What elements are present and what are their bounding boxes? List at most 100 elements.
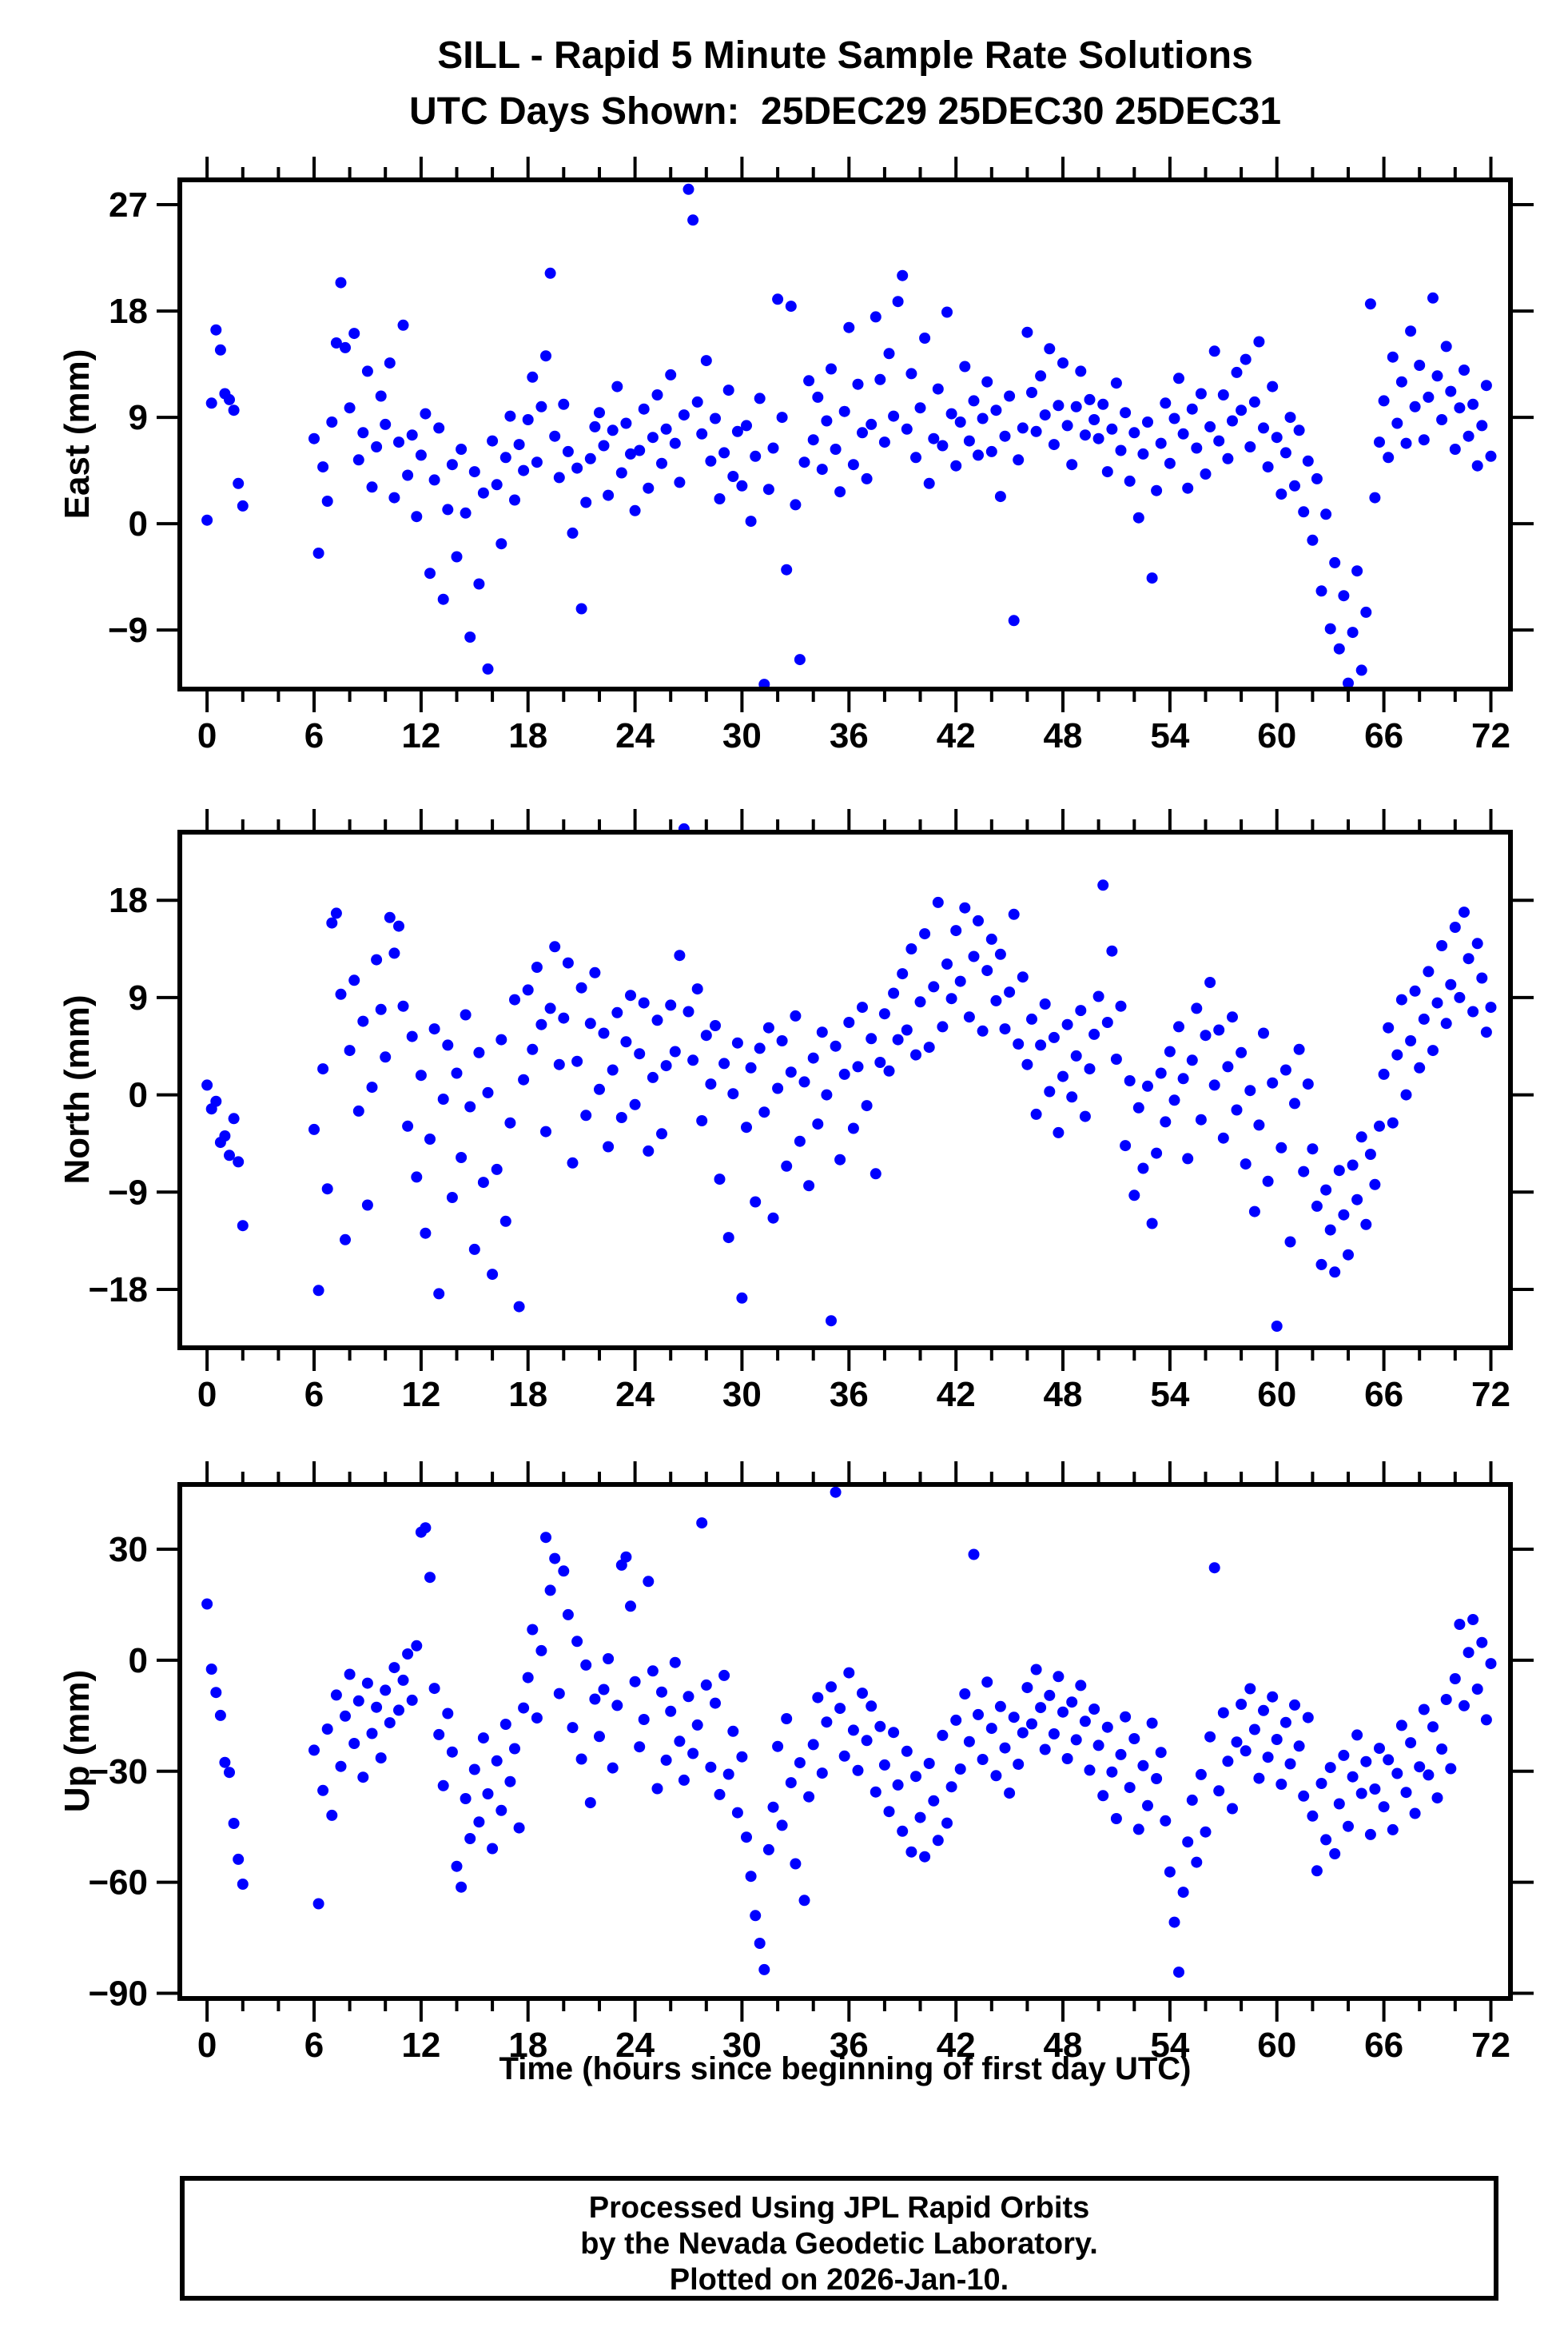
data-point: [1262, 461, 1274, 473]
data-point: [482, 663, 494, 675]
data-point: [201, 1079, 213, 1091]
data-point: [205, 1664, 217, 1675]
data-point: [959, 361, 971, 373]
data-point: [696, 428, 708, 440]
data-point: [669, 437, 681, 449]
data-point: [205, 397, 217, 409]
data-point: [1293, 1043, 1305, 1055]
data-point: [1168, 1094, 1180, 1106]
data-point: [1378, 395, 1390, 407]
data-point: [348, 974, 360, 986]
data-point: [1039, 998, 1051, 1010]
data-point: [878, 1759, 890, 1771]
data-point: [994, 1700, 1006, 1712]
data-point: [456, 444, 468, 455]
data-point: [945, 408, 957, 420]
data-point: [731, 1807, 743, 1819]
data-point: [233, 1156, 245, 1168]
data-point: [883, 1065, 895, 1077]
data-point: [1088, 414, 1100, 425]
data-point: [838, 1750, 850, 1762]
data-point: [468, 1243, 480, 1255]
data-point: [397, 1674, 409, 1686]
chart-subtitle: UTC Days Shown: 25DEC29 25DEC30 25DEC31: [408, 90, 1282, 133]
data-point: [678, 409, 690, 421]
data-point: [499, 1719, 511, 1730]
data-point: [870, 311, 882, 323]
data-point: [1097, 398, 1109, 410]
data-point: [826, 1315, 837, 1327]
data-point: [1355, 1131, 1367, 1143]
data-point: [1427, 1721, 1439, 1733]
data-point: [1467, 1614, 1479, 1625]
data-point: [495, 538, 507, 550]
data-point: [620, 1036, 632, 1048]
data-point: [1459, 365, 1470, 376]
x-axis-label: Time (hours since beginning of first day…: [499, 2051, 1192, 2086]
x-tick-label: 72: [1471, 1375, 1510, 1414]
data-point: [852, 1764, 864, 1776]
data-point: [1092, 990, 1104, 1002]
data-point: [575, 982, 587, 994]
data-point: [571, 1636, 583, 1648]
data-point: [1013, 1759, 1025, 1770]
data-point: [388, 947, 400, 959]
data-point: [1258, 422, 1269, 434]
data-point: [607, 424, 619, 436]
data-point: [442, 1707, 454, 1719]
data-point: [518, 464, 530, 476]
data-point: [762, 1843, 774, 1855]
data-point: [384, 1717, 396, 1729]
x-tick-label: 72: [1471, 716, 1510, 755]
data-point: [1017, 1727, 1029, 1739]
data-point: [326, 416, 338, 428]
footer-line1: Processed Using JPL Rapid Orbits: [588, 2191, 1090, 2225]
data-point: [237, 1220, 249, 1232]
data-point: [1227, 1803, 1238, 1815]
data-point: [504, 1775, 516, 1787]
data-point: [558, 1565, 570, 1577]
data-point: [812, 1118, 824, 1130]
data-point: [446, 1746, 458, 1758]
data-point: [625, 1600, 636, 1612]
data-point: [963, 1011, 975, 1023]
chart-title: SILL - Rapid 5 Minute Sample Rate Soluti…: [437, 34, 1253, 77]
data-point: [446, 459, 458, 471]
footer-line3: Plotted on 2026-Jan-10.: [669, 2263, 1009, 2297]
data-point: [1191, 442, 1203, 454]
data-point: [1360, 606, 1372, 618]
data-point: [428, 474, 440, 486]
data-point: [736, 1292, 748, 1304]
data-point: [954, 416, 966, 428]
data-point: [826, 1681, 837, 1693]
data-point: [959, 1688, 971, 1699]
data-point: [731, 425, 743, 437]
x-tick-label: 6: [304, 2026, 324, 2065]
data-point: [1275, 1779, 1287, 1790]
x-tick-label: 36: [830, 716, 869, 755]
data-point: [977, 412, 989, 424]
data-point: [1414, 1761, 1426, 1773]
data-point: [522, 1672, 534, 1684]
data-point: [335, 1760, 347, 1772]
data-point: [731, 1037, 743, 1049]
data-point: [1101, 1721, 1113, 1733]
data-point: [1084, 1063, 1096, 1075]
data-point: [852, 1061, 864, 1073]
data-point: [897, 968, 909, 980]
data-point: [620, 417, 632, 429]
data-point: [741, 420, 752, 432]
data-point: [1427, 1045, 1439, 1057]
data-point: [1057, 1706, 1069, 1718]
data-point: [1177, 1887, 1189, 1899]
data-point: [1115, 1000, 1127, 1012]
data-point: [361, 1677, 373, 1689]
data-point: [687, 1054, 699, 1066]
data-point: [344, 402, 356, 414]
data-point: [589, 1693, 601, 1705]
data-point: [598, 1027, 610, 1039]
data-point: [1061, 1753, 1073, 1764]
data-point: [767, 442, 779, 454]
data-point: [897, 269, 909, 281]
data-point: [1106, 423, 1118, 435]
